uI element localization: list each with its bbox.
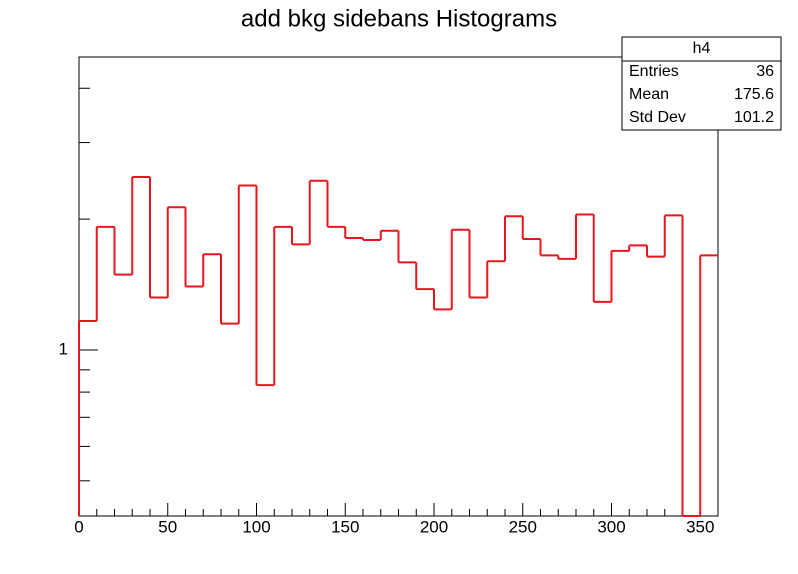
stats-value: 101.2: [734, 109, 774, 126]
x-tick-label: 250: [509, 517, 537, 536]
stats-label: Std Dev: [629, 109, 686, 126]
x-tick-label: 50: [158, 517, 177, 536]
x-tick-label: 350: [686, 517, 714, 536]
x-tick-label: 200: [420, 517, 448, 536]
x-tick-label: 0: [74, 517, 83, 536]
stats-frame: [621, 36, 782, 131]
x-tick-label: 150: [331, 517, 359, 536]
chart-title: add bkg sidebans Histograms: [241, 5, 557, 32]
stats-label: Entries: [629, 63, 679, 80]
stats-value: 36: [756, 63, 774, 80]
stats-value: 175.6: [734, 86, 774, 103]
y-tick-label: 1: [59, 339, 68, 358]
stats-label: Mean: [629, 86, 669, 103]
stats-box: h4 Entries 36 Mean 175.6 Std Dev 101.2: [621, 36, 782, 131]
x-tick-label: 300: [597, 517, 625, 536]
stats-title: h4: [693, 40, 711, 57]
x-tick-label: 100: [242, 517, 270, 536]
